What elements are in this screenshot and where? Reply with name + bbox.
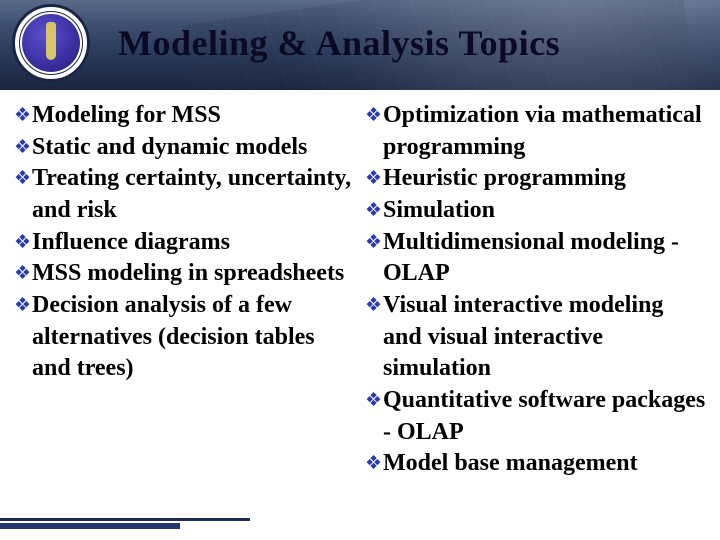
list-item-text: Treating certainty, uncertainty, and ris… [32,163,357,226]
diamond-bullet-icon: ❖ [365,385,383,413]
diamond-bullet-icon: ❖ [365,290,383,318]
diamond-bullet-icon: ❖ [14,290,32,318]
list-item-text: Quantitative software packages - OLAP [383,385,708,448]
list-item-text: Model base management [383,448,638,480]
slide-footer-accent [0,518,300,532]
list-item-text: Modeling for MSS [32,100,221,132]
right-column: ❖ Optimization via mathematical programm… [363,100,708,480]
diamond-bullet-icon: ❖ [365,448,383,476]
diamond-bullet-icon: ❖ [14,163,32,191]
diamond-bullet-icon: ❖ [365,195,383,223]
diamond-bullet-icon: ❖ [365,227,383,255]
list-item-text: Heuristic programming [383,163,626,195]
list-item: ❖ Multidimensional modeling - OLAP [365,227,708,290]
footer-bar [0,523,180,529]
diamond-bullet-icon: ❖ [14,100,32,128]
logo-inner [22,14,80,72]
list-item: ❖ Optimization via mathematical programm… [365,100,708,163]
left-column: ❖ Modeling for MSS ❖ Static and dynamic … [14,100,363,480]
list-item: ❖ MSS modeling in spreadsheets [14,258,357,290]
list-item: ❖ Decision analysis of a few alternative… [14,290,357,385]
list-item: ❖ Model base management [365,448,708,480]
diamond-bullet-icon: ❖ [14,227,32,255]
list-item-text: Visual interactive modeling and visual i… [383,290,708,385]
list-item: ❖ Static and dynamic models [14,132,357,164]
list-item: ❖ Visual interactive modeling and visual… [365,290,708,385]
list-item-text: Static and dynamic models [32,132,307,164]
list-item: ❖ Quantitative software packages - OLAP [365,385,708,448]
diamond-bullet-icon: ❖ [14,132,32,160]
list-item-text: MSS modeling in spreadsheets [32,258,344,290]
slide-header: Modeling & Analysis Topics [0,0,720,90]
list-item-text: Optimization via mathematical programmin… [383,100,708,163]
list-item-text: Simulation [383,195,495,227]
list-item: ❖ Heuristic programming [365,163,708,195]
footer-bar [0,518,250,521]
list-item-text: Multidimensional modeling - OLAP [383,227,708,290]
list-item-text: Influence diagrams [32,227,230,259]
diamond-bullet-icon: ❖ [14,258,32,286]
list-item: ❖ Simulation [365,195,708,227]
list-item: ❖ Treating certainty, uncertainty, and r… [14,163,357,226]
list-item: ❖ Modeling for MSS [14,100,357,132]
university-logo [12,4,90,82]
list-item: ❖ Influence diagrams [14,227,357,259]
list-item-text: Decision analysis of a few alternatives … [32,290,357,385]
slide-content: ❖ Modeling for MSS ❖ Static and dynamic … [0,90,720,480]
diamond-bullet-icon: ❖ [365,163,383,191]
slide-title: Modeling & Analysis Topics [118,22,710,64]
diamond-bullet-icon: ❖ [365,100,383,128]
